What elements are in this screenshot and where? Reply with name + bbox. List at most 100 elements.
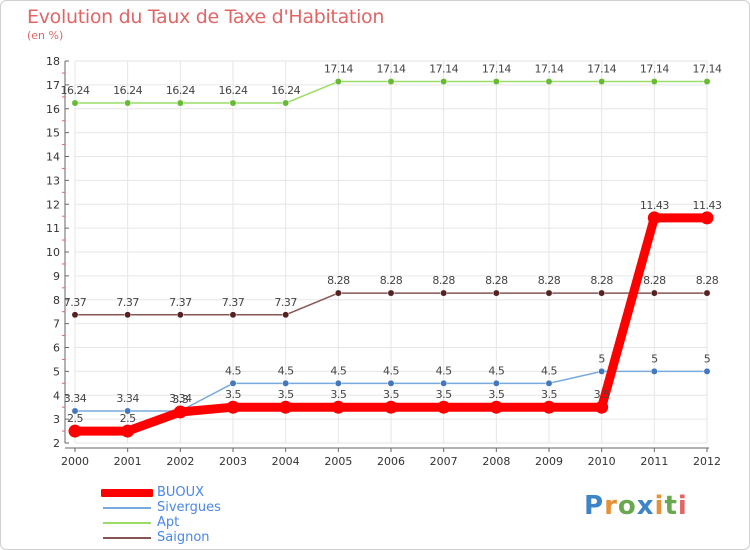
data-label-saignon: 8.28 xyxy=(696,274,719,287)
x-tick-label: 2003 xyxy=(219,455,247,468)
x-tick-label: 2005 xyxy=(324,455,352,468)
chart-unit-label: (en %) xyxy=(27,29,64,42)
data-point-buoux xyxy=(437,400,451,414)
legend-swatch-buoux xyxy=(101,489,153,497)
data-label-apt: 17.14 xyxy=(324,63,353,76)
data-label-sivergues: 4.5 xyxy=(278,364,294,377)
y-tick-label: 14 xyxy=(46,151,60,164)
y-tick-label: 5 xyxy=(53,365,60,378)
data-point-apt xyxy=(492,78,500,85)
data-point-buoux xyxy=(279,400,293,414)
legend-item-apt: Apt xyxy=(1,516,301,530)
data-point-saignon xyxy=(703,289,711,297)
data-label-buoux: 11.43 xyxy=(640,199,669,212)
data-label-buoux: 3.5 xyxy=(594,388,610,401)
data-point-saignon xyxy=(492,289,500,297)
data-point-buoux xyxy=(489,400,503,414)
data-label-sivergues: 5 xyxy=(598,352,605,365)
data-label-apt: 17.14 xyxy=(377,63,406,76)
data-point-buoux xyxy=(647,211,661,225)
data-label-saignon: 7.37 xyxy=(169,296,192,309)
data-point-sivergues xyxy=(282,379,290,387)
data-label-apt: 17.14 xyxy=(429,63,458,76)
data-point-buoux xyxy=(384,400,398,414)
data-point-apt xyxy=(176,99,184,107)
y-tick-label: 3 xyxy=(53,413,60,426)
legend-label-saignon: Saignon xyxy=(157,530,210,545)
data-label-saignon: 7.37 xyxy=(64,296,87,309)
data-point-saignon xyxy=(282,311,290,319)
data-point-sivergues xyxy=(650,367,658,375)
legend-swatch-apt xyxy=(103,522,151,524)
logo-letter: i xyxy=(677,491,688,521)
proxiti-logo: Proxiti xyxy=(584,491,694,525)
logo-letter: i xyxy=(654,491,665,521)
x-tick-label: 2008 xyxy=(482,455,510,468)
y-tick-label: 11 xyxy=(46,222,60,235)
data-point-buoux xyxy=(331,400,345,414)
y-tick-label: 8 xyxy=(53,294,60,307)
data-point-apt xyxy=(545,78,553,85)
data-point-sivergues xyxy=(545,379,553,387)
data-label-buoux: 3.5 xyxy=(436,388,452,401)
legend-item-sivergues: Sivergues xyxy=(1,501,301,515)
data-label-apt: 16.24 xyxy=(219,84,248,97)
data-label-sivergues: 5 xyxy=(704,352,711,365)
data-label-sivergues: 3.34 xyxy=(64,392,87,405)
data-label-saignon: 8.28 xyxy=(538,274,561,287)
data-label-sivergues: 4.5 xyxy=(330,364,346,377)
x-tick-label: 2012 xyxy=(693,455,721,468)
y-tick-label: 17 xyxy=(46,79,60,92)
data-label-saignon: 7.37 xyxy=(116,296,139,309)
y-tick-label: 13 xyxy=(46,174,60,187)
data-label-sivergues: 4.5 xyxy=(488,364,504,377)
data-label-saignon: 8.28 xyxy=(327,274,350,287)
data-label-saignon: 8.28 xyxy=(590,274,613,287)
legend-swatch-saignon xyxy=(103,537,151,539)
data-label-buoux: 3.5 xyxy=(488,388,504,401)
data-point-sivergues xyxy=(440,379,448,387)
data-point-buoux xyxy=(226,400,240,414)
data-label-sivergues: 4.5 xyxy=(225,364,241,377)
data-label-apt: 17.14 xyxy=(587,63,616,76)
data-point-apt xyxy=(440,78,448,85)
data-point-sivergues xyxy=(229,379,237,387)
data-point-apt xyxy=(71,99,79,107)
data-point-saignon xyxy=(545,289,553,297)
data-label-buoux: 2.5 xyxy=(120,412,136,425)
chart-title: Evolution du Taux de Taxe d'Habitation xyxy=(27,6,385,28)
y-tick-label: 6 xyxy=(53,342,60,355)
legend-label-apt: Apt xyxy=(157,515,180,530)
data-label-apt: 16.24 xyxy=(166,84,195,97)
data-label-apt: 16.24 xyxy=(271,84,300,97)
data-label-sivergues: 4.5 xyxy=(383,364,399,377)
legend-label-buoux: BUOUX xyxy=(157,485,205,500)
legend-swatch-sivergues xyxy=(103,507,151,509)
data-label-apt: 16.24 xyxy=(113,84,142,97)
data-label-sivergues: 3.34 xyxy=(169,392,192,405)
data-point-sivergues xyxy=(124,407,132,415)
data-point-sivergues xyxy=(703,367,711,375)
x-tick-label: 2004 xyxy=(272,455,300,468)
data-point-apt xyxy=(282,99,290,107)
data-label-sivergues: 5 xyxy=(651,352,658,365)
x-tick-label: 2011 xyxy=(640,455,668,468)
data-label-buoux: 11.43 xyxy=(693,199,722,212)
data-point-saignon xyxy=(229,311,237,319)
y-tick-label: 10 xyxy=(46,246,60,259)
y-tick-label: 18 xyxy=(46,55,60,68)
legend-item-saignon: Saignon xyxy=(1,531,301,545)
legend-label-sivergues: Sivergues xyxy=(157,500,221,515)
data-label-saignon: 8.28 xyxy=(380,274,403,287)
data-point-buoux xyxy=(542,400,556,414)
data-point-buoux xyxy=(700,211,714,225)
data-point-saignon xyxy=(334,289,342,297)
data-point-buoux xyxy=(68,424,82,438)
x-tick-label: 2000 xyxy=(61,455,89,468)
y-tick-label: 4 xyxy=(53,389,60,402)
data-point-buoux xyxy=(173,405,187,419)
data-point-apt xyxy=(229,99,237,107)
data-point-apt xyxy=(703,78,711,85)
